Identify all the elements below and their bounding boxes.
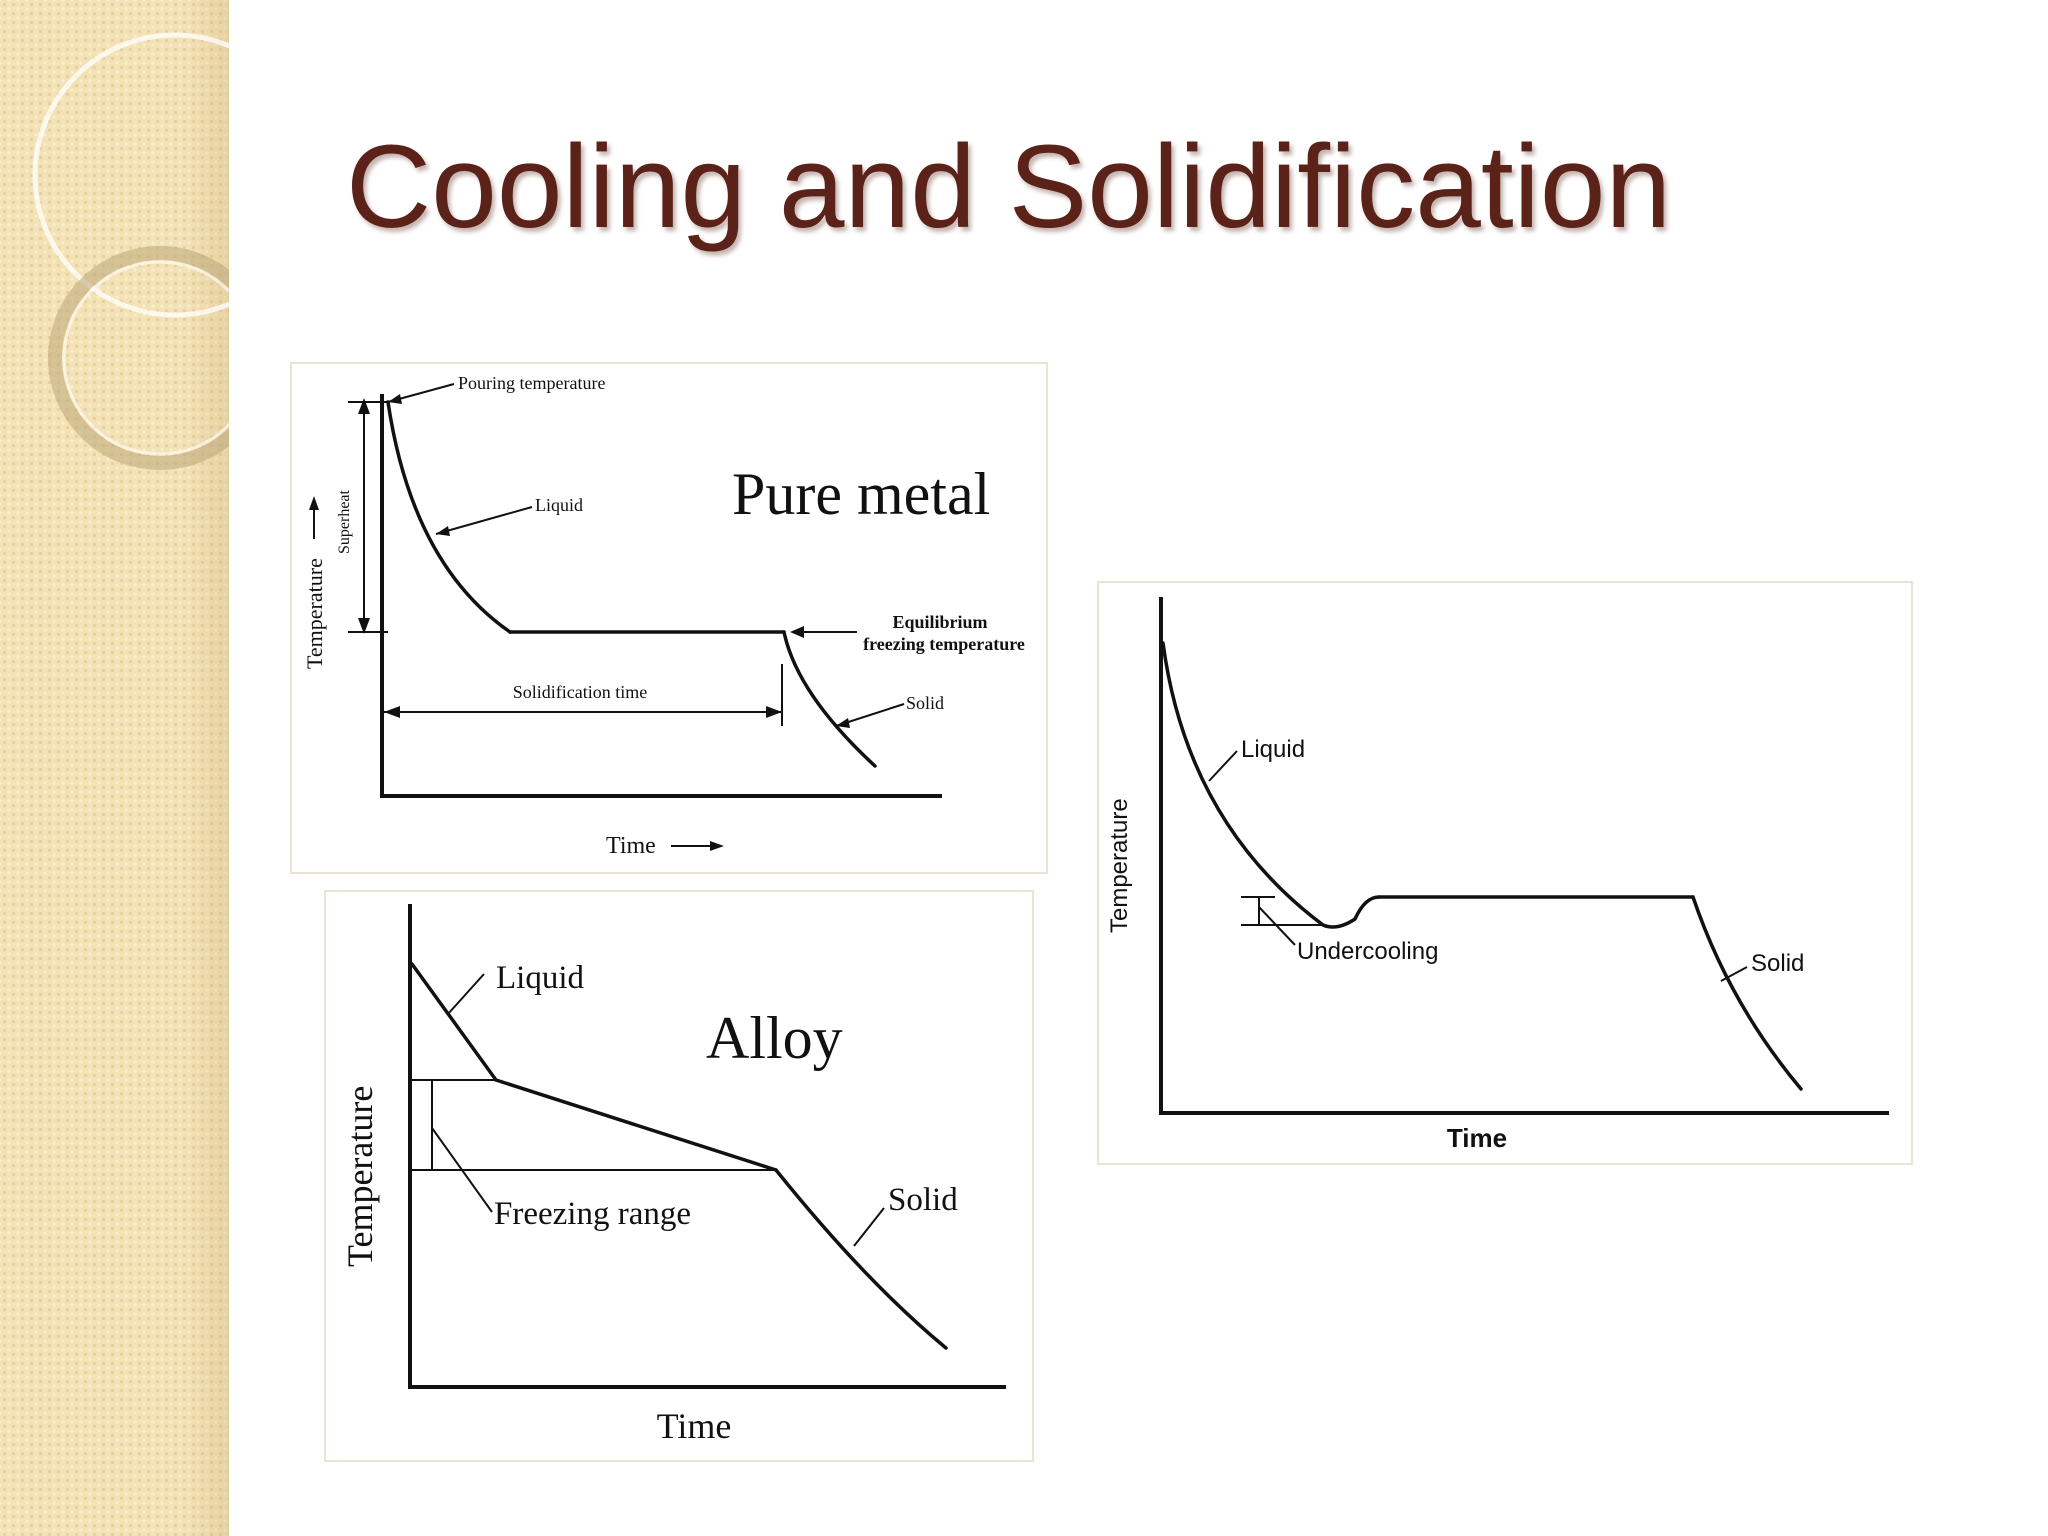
pure-metal-diagram: Pure metal Pouring temperature Liquid Su…	[290, 362, 1048, 874]
axes-line	[408, 904, 1006, 1389]
temperature-arrowhead	[309, 496, 319, 510]
solid-segment	[774, 1168, 948, 1350]
x-axis-label: Time	[1447, 1123, 1507, 1153]
freezing-range-leader	[431, 1127, 493, 1213]
solid-cooling-curve	[782, 630, 877, 768]
liquid-label: Liquid	[1241, 736, 1305, 763]
decorative-sidebar	[0, 0, 229, 1536]
liquid-label: Liquid	[535, 495, 583, 515]
superheat-arrow-bottom	[358, 618, 370, 634]
solid-leader	[1720, 966, 1748, 982]
x-axis-label: Time	[606, 833, 656, 859]
equilibrium-arrowhead	[790, 626, 804, 638]
solid-label: Solid	[1751, 950, 1804, 977]
freezing-segment	[494, 1078, 778, 1172]
decorative-rings	[32, 32, 229, 470]
liquid-cooling-curve	[386, 400, 512, 634]
alloy-diagram: Alloy Liquid Freezing range Solid Temper…	[324, 890, 1034, 1462]
y-axis-label: Temperature	[302, 558, 327, 669]
solidification-arrow-left	[384, 706, 400, 718]
axes-line	[1159, 597, 1889, 1115]
undercooling-leader	[1258, 906, 1296, 946]
liquid-leader	[1208, 750, 1238, 782]
pouring-arrowhead	[388, 394, 402, 404]
solid-arrowhead	[836, 718, 850, 728]
x-axis-label: Time	[657, 1406, 732, 1446]
equilibrium-label-line2: freezing temperature	[863, 634, 1025, 654]
liquid-segment	[410, 962, 498, 1082]
solid-leader	[853, 1207, 885, 1247]
equilibrium-label-line1: Equilibrium	[892, 612, 987, 632]
liquid-leader	[435, 506, 533, 535]
undercooling-label: Undercooling	[1297, 938, 1438, 965]
pure-metal-caption: Pure metal	[732, 461, 990, 527]
liquid-leader	[447, 973, 485, 1015]
liquid-arrowhead	[436, 526, 450, 536]
solidification-arrow-right	[766, 706, 782, 718]
undercooling-diagram: Liquid Undercooling Solid Temperature Ti…	[1097, 581, 1913, 1165]
time-arrowhead	[710, 841, 724, 851]
solidification-time-label: Solidification time	[513, 682, 647, 702]
y-axis-label: Temperature	[340, 1086, 380, 1267]
alloy-caption: Alloy	[706, 1005, 843, 1071]
superheat-arrow-top	[358, 398, 370, 414]
pouring-temperature-label: Pouring temperature	[458, 373, 605, 393]
solid-label: Solid	[906, 693, 944, 713]
slide-title: Cooling and Solidification	[346, 121, 1672, 253]
large-ring	[32, 32, 229, 318]
small-ring	[48, 246, 229, 470]
superheat-label: Superheat	[336, 489, 353, 554]
solid-cooling-curve	[1691, 895, 1803, 1091]
freezing-range-label: Freezing range	[494, 1196, 691, 1232]
liquid-label: Liquid	[496, 960, 584, 996]
small-ring-highlight	[62, 260, 229, 456]
y-axis-line	[380, 394, 942, 798]
solid-label: Solid	[888, 1182, 958, 1218]
y-axis-label: Temperature	[1106, 798, 1133, 933]
liquid-cooling-curve	[1161, 641, 1381, 929]
